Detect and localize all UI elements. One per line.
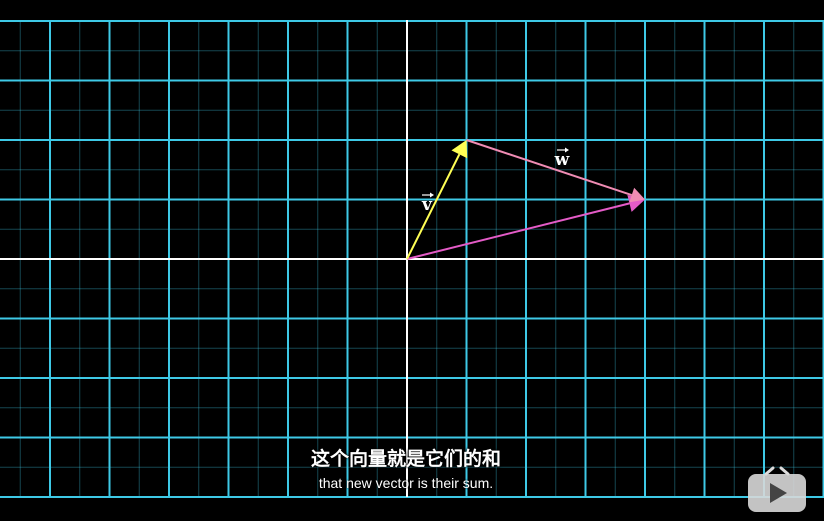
- svg-text:v: v: [421, 195, 433, 215]
- vectors: [406, 139, 645, 260]
- svg-text:w: w: [554, 150, 570, 170]
- vector-v-label: v: [421, 192, 434, 215]
- vector-w: [466, 139, 645, 203]
- vector-v: [406, 140, 468, 260]
- vector-w-label: w: [554, 147, 570, 170]
- subtitle-chinese: 这个向量就是它们的和: [310, 448, 501, 470]
- subtitle-english: that new vector is their sum.: [318, 475, 494, 491]
- tv-play-icon: [748, 466, 806, 512]
- vector-labels: vw: [421, 147, 570, 215]
